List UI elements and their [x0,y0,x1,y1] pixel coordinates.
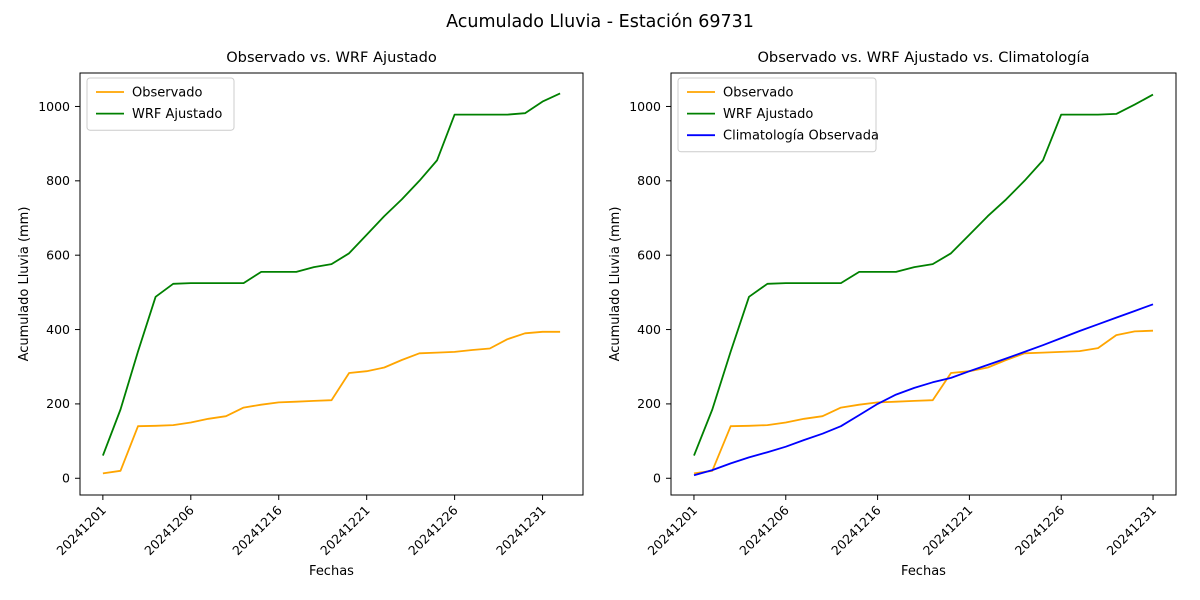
x-tick-label: 20241216 [828,502,884,558]
legend-box [677,77,877,153]
chart-title: Observado vs. WRF Ajustado vs. Climatolo… [757,49,1089,66]
y-tick-label: 1000 [629,99,661,114]
legend-label-wrf-ajustado: WRF Ajustado [723,107,813,122]
x-tick-label: 20241206 [736,502,792,558]
y-tick-label: 0 [653,471,661,486]
x-tick-label: 20241226 [1012,502,1068,558]
x-tick-label: 20241216 [229,502,285,558]
y-tick-label: 1000 [38,99,70,114]
y-tick-label: 800 [46,173,70,188]
line-chart-right: 0 200 400 600 800 1000 20241201 20241206 2024121… [608,49,1177,579]
x-axis-label: Fechas [309,564,354,579]
y-tick-label: 0 [62,471,70,486]
legend-label-observado: Observado [132,86,203,101]
axes-box [670,72,1177,496]
figure-title: Acumulado Lluvia - Estación 69731 [446,12,754,32]
line-chart-left: 0 200 400 600 800 1000 20241201 20241206 2024121… [17,49,584,579]
legend-label-climatolog-a-observada: Climatología Observada [723,129,879,144]
x-tick-label: 20241206 [141,502,197,558]
series-line-climatolog-a-observada [693,303,1154,477]
y-tick-label: 600 [637,247,661,262]
legend: Observado WRF Ajustado Climatología Observ… [677,77,879,153]
x-axis-label: Fechas [901,564,946,579]
x-tick-label: 20241226 [405,502,461,558]
x-axis: 20241201 20241206 20241216 20241221 20241226… [644,495,1159,558]
y-tick-label: 400 [46,322,70,337]
y-axis-label: Acumulado Lluvia (mm) [608,207,623,362]
y-axis-label: Acumulado Lluvia (mm) [17,207,32,362]
series-line-observado [693,329,1154,475]
x-tick-label: 20241231 [493,503,549,559]
series-line-wrf-ajustado [693,93,1154,456]
x-tick-label: 20241201 [644,503,700,559]
y-tick-label: 200 [46,396,70,411]
axes-box [79,72,584,496]
y-axis: 0 200 400 600 800 1000 [38,99,80,486]
legend: Observado WRF Ajustado [86,77,235,131]
y-tick-label: 200 [637,396,661,411]
legend-label-wrf-ajustado: WRF Ajustado [132,107,222,122]
series-line-wrf-ajustado [102,92,561,456]
x-tick-label: 20241221 [920,503,976,559]
x-tick-label: 20241221 [317,503,373,559]
x-axis: 20241201 20241206 20241216 20241221 20241226… [53,495,549,559]
legend-label-observado: Observado [723,86,794,101]
x-tick-label: 20241201 [53,503,109,559]
y-tick-label: 800 [637,173,661,188]
series-line-observado [102,330,561,475]
legend-box [86,77,235,131]
x-tick-label: 20241231 [1104,503,1160,559]
y-tick-label: 600 [46,247,70,262]
chart-title: Observado vs. WRF Ajustado [226,49,437,66]
y-tick-label: 400 [637,322,661,337]
y-axis: 0 200 400 600 800 1000 [629,99,671,486]
